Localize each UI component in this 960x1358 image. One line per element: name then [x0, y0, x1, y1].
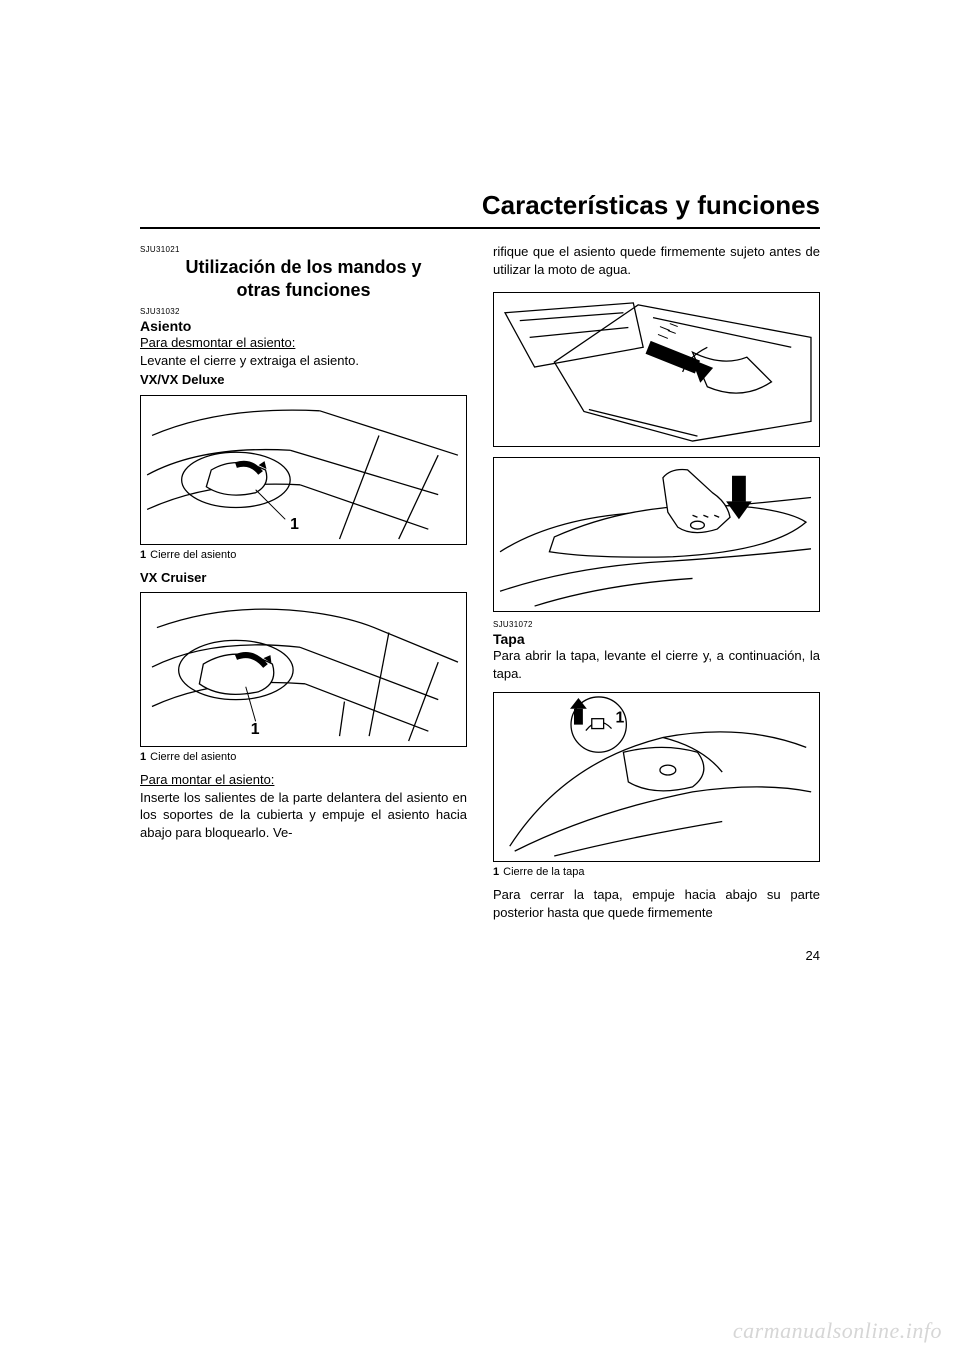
figure-callout-1: 1 — [615, 710, 624, 727]
page-title: Características y funciones — [140, 190, 820, 221]
figure-seat-insert — [493, 292, 820, 447]
figure-seat-press — [493, 457, 820, 612]
caption-number: 1 — [140, 549, 146, 561]
figure-caption: 1 Cierre de la tapa — [493, 866, 820, 878]
caption-number: 1 — [493, 866, 499, 878]
right-column: rifique que el asiento quede firmemente … — [493, 243, 820, 921]
figure-caption: 1 Cierre del asiento — [140, 549, 467, 561]
section-heading-line2: otras funciones — [236, 280, 370, 300]
paragraph: Para abrir la tapa, levante el cierre y,… — [493, 647, 820, 682]
watermark: carmanualsonline.info — [733, 1318, 942, 1344]
page-body: Características y funciones SJU31021 Uti… — [140, 190, 820, 921]
model-label: VX/VX Deluxe — [140, 371, 467, 389]
reference-code: SJU31072 — [493, 620, 820, 629]
figure-callout-1: 1 — [290, 516, 299, 533]
subheading-asiento: Asiento — [140, 318, 467, 334]
figure-hood-latch: 1 — [493, 692, 820, 862]
reference-code: SJU31021 — [140, 245, 467, 254]
page-header: Características y funciones — [140, 190, 820, 229]
caption-number: 1 — [140, 751, 146, 763]
procedure-title: Para montar el asiento: — [140, 771, 467, 789]
section-heading: Utilización de los mandos y otras funcio… — [140, 256, 467, 301]
two-column-layout: SJU31021 Utilización de los mandos y otr… — [140, 243, 820, 921]
subheading-tapa: Tapa — [493, 631, 820, 647]
paragraph-continuation: rifique que el asiento quede firmemente … — [493, 243, 820, 278]
figure-caption: 1 Cierre del asiento — [140, 751, 467, 763]
caption-text: Cierre del asiento — [150, 549, 236, 561]
figure-callout-1: 1 — [251, 721, 260, 738]
page-number: 24 — [806, 948, 820, 963]
paragraph: Inserte los salientes de la parte delant… — [140, 789, 467, 842]
figure-seat-latch-vx: 1 — [140, 395, 467, 545]
procedure-title: Para desmontar el asiento: — [140, 334, 467, 352]
paragraph: Para cerrar la tapa, empuje hacia abajo … — [493, 886, 820, 921]
left-column: SJU31021 Utilización de los mandos y otr… — [140, 243, 467, 921]
section-heading-line1: Utilización de los mandos y — [185, 257, 421, 277]
model-label: VX Cruiser — [140, 569, 467, 587]
procedure-step: Levante el cierre y extraiga el asiento. — [140, 352, 467, 370]
caption-text: Cierre del asiento — [150, 751, 236, 763]
figure-seat-latch-cruiser: 1 — [140, 592, 467, 747]
reference-code: SJU31032 — [140, 307, 467, 316]
caption-text: Cierre de la tapa — [503, 866, 584, 878]
